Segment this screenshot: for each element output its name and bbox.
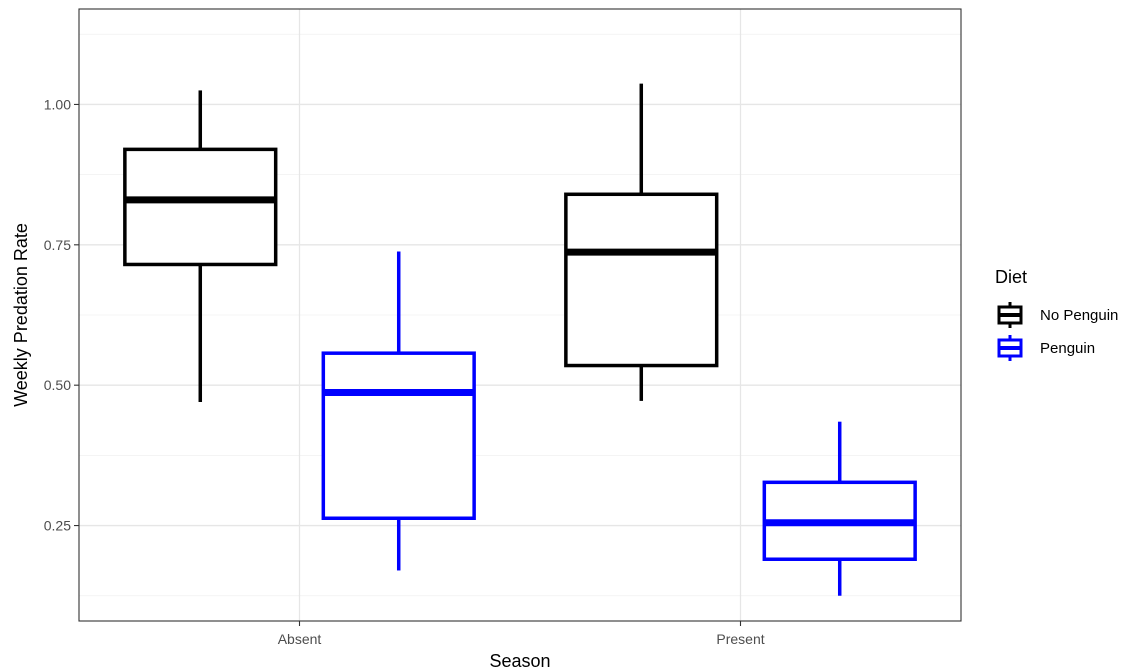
legend-label: Penguin xyxy=(1040,340,1095,357)
box-body xyxy=(564,192,719,368)
box-no-penguin-absent xyxy=(123,90,278,403)
y-tick-label: 1.00 xyxy=(44,96,71,112)
y-tick-label: 0.50 xyxy=(44,377,71,393)
legend: Diet No Penguin Penguin xyxy=(995,267,1118,361)
legend-item-penguin: Penguin xyxy=(997,335,1095,361)
axes: 0.25 0.50 0.75 1.00 Absent Present xyxy=(44,96,765,647)
x-axis-title: Season xyxy=(489,651,550,671)
y-tick-label: 0.75 xyxy=(44,237,71,253)
box-no-penguin-present xyxy=(564,83,719,401)
legend-items: No Penguin Penguin xyxy=(997,302,1118,361)
y-axis-title: Weekly Predation Rate xyxy=(11,223,31,407)
box-body xyxy=(321,351,476,521)
y-tick-label: 0.25 xyxy=(44,518,71,534)
legend-item-no-penguin: No Penguin xyxy=(997,302,1118,328)
legend-label: No Penguin xyxy=(1040,307,1118,324)
box-penguin-absent xyxy=(321,251,476,571)
box-penguin-present xyxy=(762,421,917,596)
box-body xyxy=(123,147,278,267)
box-marks xyxy=(123,83,917,596)
x-tick-label: Absent xyxy=(278,631,322,647)
plot-panel-border xyxy=(78,8,962,622)
legend-title: Diet xyxy=(995,267,1027,287)
x-tick-label: Present xyxy=(716,631,764,647)
